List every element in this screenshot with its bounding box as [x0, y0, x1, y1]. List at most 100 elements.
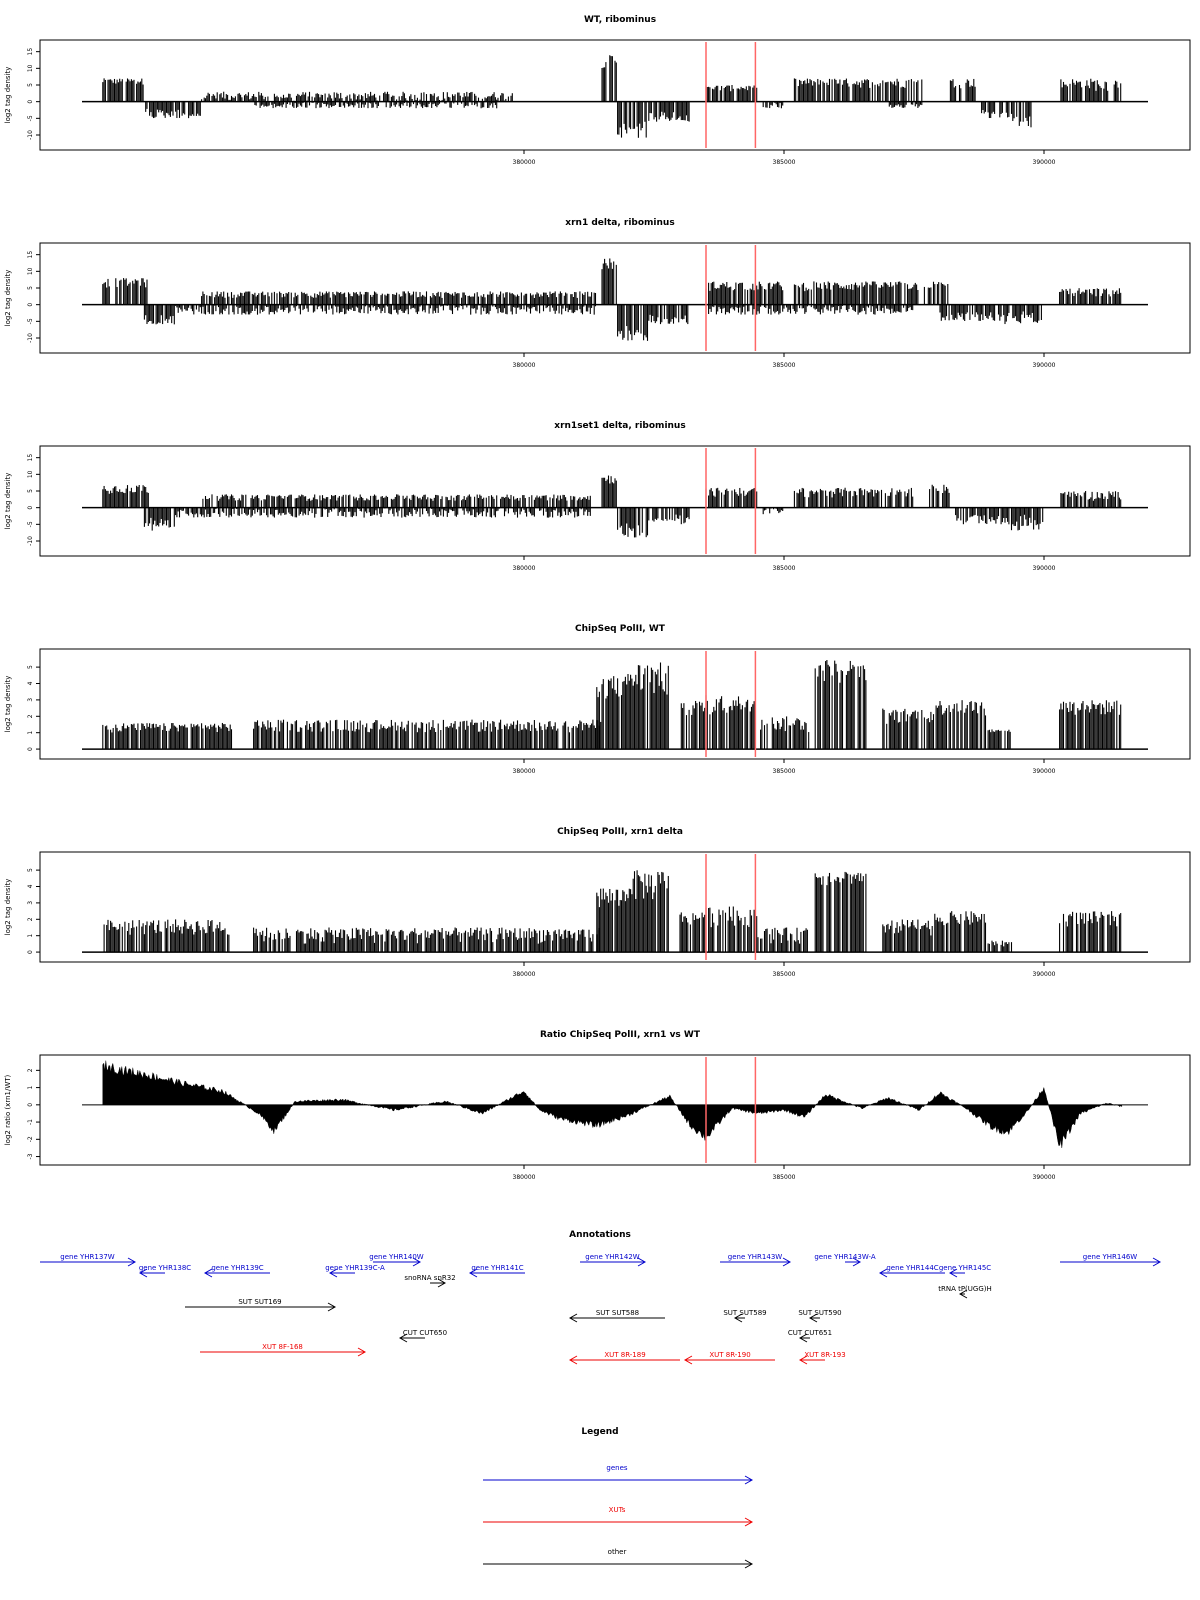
annotation-label: gene YHR141C: [471, 1264, 523, 1272]
arrow-right-icon: [744, 1475, 754, 1485]
annotation-gene-yhr142w: gene YHR142W: [580, 1253, 647, 1267]
y-tick-label: 2: [27, 714, 34, 718]
y-tick-label: 0: [27, 747, 34, 751]
annotation-label: gene YHR142W: [585, 1253, 639, 1261]
arrow-right-icon: [127, 1257, 137, 1267]
annotation-label: XUT 8R-190: [709, 1351, 750, 1359]
x-tick-label: 390000: [1033, 565, 1056, 572]
annotation-label: gene YHR143W-A: [814, 1253, 875, 1261]
panel-title: WT, ribominus: [584, 15, 656, 25]
annotation-label: gene YHR143W: [728, 1253, 782, 1261]
arrow-right-icon: [744, 1517, 754, 1527]
arrow-right-icon: [782, 1257, 792, 1267]
legend-label: genes: [606, 1464, 627, 1472]
legend-title: Legend: [581, 1427, 618, 1437]
y-tick-label: 5: [27, 665, 34, 669]
x-tick-label: 385000: [773, 565, 796, 572]
y-tick-label: 3: [27, 698, 34, 702]
panel-title: xrn1set1 delta, ribominus: [554, 421, 685, 431]
x-tick-label: 390000: [1033, 159, 1056, 166]
y-axis-label: log2 tag density: [4, 67, 12, 124]
data-bars: [102, 55, 1122, 138]
y-axis-label: log2 tag density: [4, 473, 12, 530]
annotation-trna-tp-ugg-h: tRNA tP(UGG)H: [938, 1285, 992, 1299]
annotation-gene-yhr138c: gene YHR138C: [139, 1264, 191, 1278]
legend-section: Legend genes XUTs other: [483, 1427, 754, 1569]
y-tick-label: 5: [27, 489, 34, 493]
arrow-left-icon: [948, 1268, 958, 1278]
x-tick-label: 380000: [513, 1174, 536, 1181]
plot-frame: [39, 1054, 1191, 1166]
panel-title: ChipSeq PolII, xrn1 delta: [557, 827, 683, 837]
annotation-gene-yhr145c: gene YHR145C: [939, 1264, 991, 1278]
arrow-left-icon: [798, 1333, 808, 1343]
y-tick-label: 2: [27, 1068, 34, 1072]
data-bars: [102, 475, 1122, 538]
x-tick-label: 390000: [1033, 971, 1056, 978]
annotation-label: gene YHR146W: [1083, 1253, 1137, 1261]
y-tick-label: 1: [27, 934, 34, 938]
annotation-label: gene YHR144C: [886, 1264, 938, 1272]
y-tick-label: 4: [27, 681, 34, 685]
legend-label: XUTs: [609, 1506, 626, 1514]
annotation-label: XUT 8F-168: [262, 1343, 303, 1351]
arrow-right-icon: [357, 1347, 367, 1357]
annotation-label: tRNA tP(UGG)H: [938, 1285, 992, 1293]
panel-2: xrn1 delta, ribominus log2 tag density -10…: [4, 218, 1191, 369]
x-tick-label: 390000: [1033, 362, 1056, 369]
y-tick-label: 5: [27, 868, 34, 872]
annotation-sut-sut169: SUT SUT169: [185, 1298, 337, 1312]
panel-title: ChipSeq PolII, WT: [575, 624, 666, 634]
annotation-gene-yhr144c: gene YHR144C: [878, 1264, 945, 1278]
legend-item-xut: XUTs: [483, 1506, 754, 1527]
annotation-cut-cut650: CUT CUT650: [398, 1329, 447, 1343]
annotation-sut-sut590: SUT SUT590: [798, 1309, 842, 1323]
arrow-right-icon: [852, 1257, 862, 1267]
legend-item-other: other: [483, 1548, 754, 1569]
y-tick-label: 5: [27, 83, 34, 87]
y-tick-label: -5: [27, 318, 34, 324]
y-tick-label: -2: [27, 1136, 34, 1142]
panel-title: Ratio ChipSeq PolII, xrn1 vs WT: [540, 1030, 701, 1040]
arrow-right-icon: [637, 1257, 647, 1267]
plot-frame: [39, 648, 1191, 760]
arrow-left-icon: [203, 1268, 213, 1278]
y-axis-label: log2 ratio (xrn1/WT): [4, 1074, 12, 1145]
x-tick-label: 390000: [1033, 1174, 1056, 1181]
panel-1: WT, ribominus log2 tag density -10 -5 0 5 10 15…: [4, 15, 1191, 166]
y-tick-label: 0: [27, 303, 34, 307]
plot-frame: [39, 851, 1191, 963]
legend-label: other: [608, 1548, 627, 1556]
arrow-left-icon: [398, 1333, 408, 1343]
y-tick-label: 0: [27, 506, 34, 510]
panel-title: xrn1 delta, ribominus: [565, 218, 674, 228]
x-tick-label: 385000: [773, 159, 796, 166]
arrow-right-icon: [412, 1257, 422, 1267]
y-axis-label: log2 tag density: [4, 879, 12, 936]
annotation-gene-yhr139c-a: gene YHR139C-A: [325, 1264, 385, 1278]
arrow-right-icon: [327, 1302, 337, 1312]
y-tick-label: -10: [27, 130, 34, 140]
annotation-label: SUT SUT589: [723, 1309, 766, 1317]
y-tick-label: 0: [27, 100, 34, 104]
annotation-xut-8r-190: XUT 8R-190: [683, 1351, 775, 1365]
y-tick-label: 15: [27, 251, 34, 259]
annotation-label: SUT SUT590: [798, 1309, 841, 1317]
y-axis-label: log2 tag density: [4, 676, 12, 733]
arrow-right-icon: [1152, 1257, 1162, 1267]
annotation-label: XUT 8R-189: [604, 1351, 645, 1359]
annotation-label: gene YHR138C: [139, 1264, 191, 1272]
y-tick-label: 2: [27, 917, 34, 921]
annotation-xut-8f-168: XUT 8F-168: [200, 1343, 367, 1357]
annotation-xut-8r-189: XUT 8R-189: [568, 1351, 680, 1365]
annotation-label: SUT SUT169: [238, 1298, 281, 1306]
legend-items: genes XUTs other: [483, 1464, 754, 1569]
annotation-gene-yhr140w: gene YHR140W: [369, 1253, 424, 1267]
annotation-label: gene YHR140W: [369, 1253, 423, 1261]
annotation-label: gene YHR137W: [60, 1253, 114, 1261]
y-tick-label: -10: [27, 333, 34, 343]
plot-frame: [39, 445, 1191, 557]
legend-item-gene: genes: [483, 1464, 754, 1485]
